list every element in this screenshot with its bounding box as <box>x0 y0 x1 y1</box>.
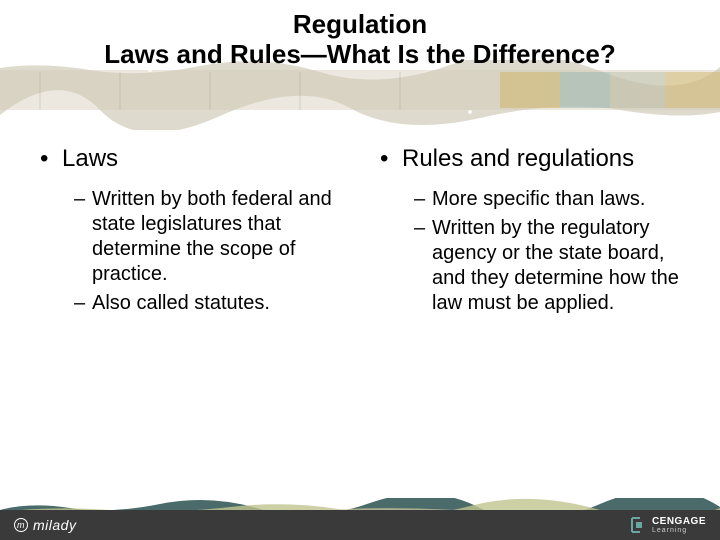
svg-text:m: m <box>17 520 25 530</box>
cengage-top: CENGAGE <box>652 517 706 527</box>
right-sub-1: – More specific than laws. <box>414 187 690 212</box>
title-line-1: Regulation <box>60 10 660 40</box>
title-texture-band <box>0 60 720 130</box>
left-sub-2: – Also called statutes. <box>74 291 340 316</box>
milady-mark-icon: m <box>14 518 28 532</box>
bullet-dot-icon: • <box>380 145 402 173</box>
cengage-mark-icon <box>628 516 646 534</box>
right-sub-2-text: Written by the regulatory agency or the … <box>432 216 690 316</box>
left-heading-bullet: • Laws <box>40 145 340 173</box>
cengage-logo-text: CENGAGE Learning <box>652 517 706 534</box>
content-columns: • Laws – Written by both federal and sta… <box>0 145 720 320</box>
right-column: • Rules and regulations – More specific … <box>360 145 720 320</box>
cengage-logo: CENGAGE Learning <box>628 516 706 534</box>
cengage-bottom: Learning <box>652 527 706 534</box>
left-sub-1-text: Written by both federal and state legisl… <box>92 187 340 287</box>
milady-logo: m milady <box>14 517 76 533</box>
bullet-dash-icon: – <box>414 216 432 316</box>
left-sub-1: – Written by both federal and state legi… <box>74 187 340 287</box>
bullet-dash-icon: – <box>74 187 92 287</box>
right-sub-2: – Written by the regulatory agency or th… <box>414 216 690 316</box>
slide: Regulation Laws and Rules—What Is the Di… <box>0 0 720 540</box>
left-heading-text: Laws <box>62 145 118 173</box>
slide-title: Regulation Laws and Rules—What Is the Di… <box>60 10 660 70</box>
slide-footer: m milady CENGAGE Learning <box>0 496 720 540</box>
grunge-texture-icon <box>0 60 720 130</box>
left-sub-2-text: Also called statutes. <box>92 291 270 316</box>
left-column: • Laws – Written by both federal and sta… <box>0 145 360 320</box>
bullet-dot-icon: • <box>40 145 62 173</box>
bullet-dash-icon: – <box>74 291 92 316</box>
footer-bar: m milady CENGAGE Learning <box>0 510 720 540</box>
right-heading-bullet: • Rules and regulations <box>380 145 690 173</box>
right-sub-1-text: More specific than laws. <box>432 187 645 212</box>
right-heading-text: Rules and regulations <box>402 145 634 173</box>
title-line-2: Laws and Rules—What Is the Difference? <box>60 40 660 70</box>
milady-logo-text: milady <box>33 517 76 533</box>
bullet-dash-icon: – <box>414 187 432 212</box>
